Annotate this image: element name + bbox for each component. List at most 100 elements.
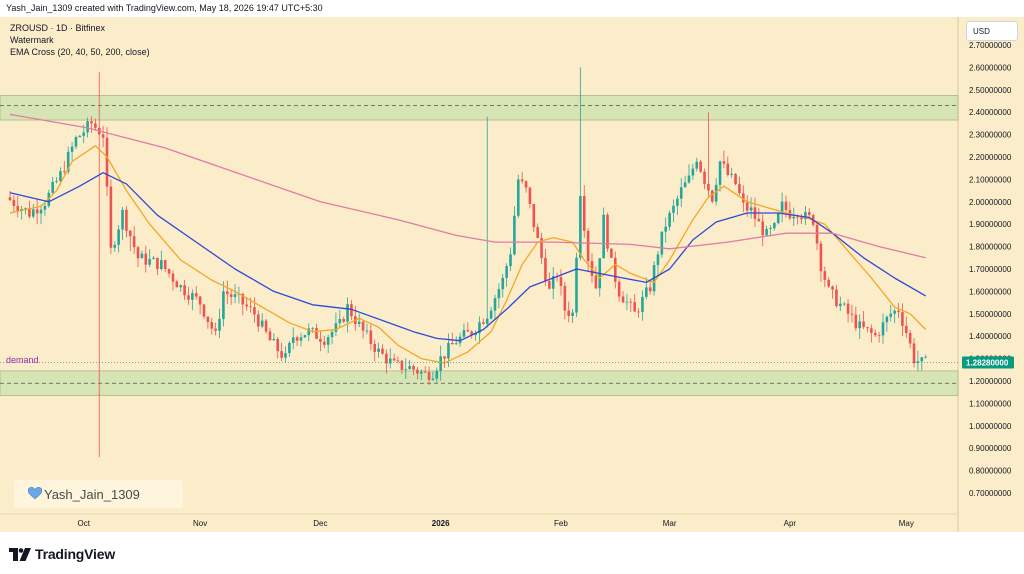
chart-frame[interactable]: 2.70000000 2.60000000 2.50000000 2.40000000… [0, 17, 1024, 532]
candle-body [132, 236, 136, 248]
ema-cross-indicator-label[interactable]: EMA Cross (20, 40, 50, 200, close) [10, 47, 150, 57]
candle-body [528, 187, 532, 204]
candle-body [350, 304, 353, 317]
candle-body [722, 161, 726, 164]
candle-body [427, 372, 431, 380]
candle [416, 367, 419, 380]
candle [858, 314, 862, 339]
candle-body [260, 320, 264, 327]
price-tick-label: 2.60000000 [969, 63, 1012, 72]
candle-body [206, 316, 210, 323]
candle [559, 269, 563, 296]
candle-body [35, 209, 39, 214]
candle [773, 221, 776, 231]
price-tick-label: 2.50000000 [969, 86, 1012, 95]
candle-body [784, 201, 788, 211]
candle [842, 301, 846, 306]
tradingview-logo-icon [9, 547, 31, 561]
candle [703, 168, 706, 190]
candle [579, 67, 582, 261]
price-tick-label: 2.10000000 [969, 175, 1012, 184]
candle [152, 255, 155, 260]
candle-body [520, 179, 524, 182]
candle [780, 192, 784, 223]
candle [656, 250, 660, 276]
candle [191, 289, 194, 311]
time-tick-label: May [899, 519, 914, 528]
candle [551, 267, 555, 300]
candle [707, 112, 710, 199]
time-tick-label: Apr [784, 519, 797, 528]
ema-200-line [9, 113, 926, 259]
candle-body [703, 171, 706, 184]
candle [920, 356, 924, 371]
currency-button[interactable]: USD [966, 21, 1018, 41]
candle-body [582, 196, 586, 231]
candle [641, 290, 644, 321]
candle [214, 322, 217, 336]
candle [268, 328, 272, 341]
candle [280, 342, 283, 362]
candle [827, 277, 830, 289]
chart-header-caption: Yash_Jain_1309 created with TradingView.… [6, 3, 323, 13]
candle-body [117, 229, 120, 245]
tradingview-logo[interactable]: TradingView [9, 545, 115, 563]
candle-body [140, 253, 144, 259]
candle [548, 272, 551, 290]
candle-body [183, 285, 186, 296]
price-tick-label: 1.00000000 [969, 422, 1012, 431]
candle-body [160, 260, 163, 270]
candle [924, 354, 927, 359]
candle-body [12, 200, 16, 206]
price-tick-label: 0.90000000 [969, 444, 1012, 453]
candle-body [749, 207, 753, 211]
candle-body [175, 281, 179, 288]
candle-body [412, 366, 415, 370]
candle-body [408, 366, 411, 370]
candle-body [416, 369, 419, 374]
candle-body [404, 369, 408, 370]
candle-body [94, 123, 97, 128]
candle [303, 334, 307, 338]
supply-zone [0, 95, 959, 121]
candle [458, 332, 462, 347]
candle-body [55, 181, 58, 182]
symbol-info[interactable]: ZROUSD · 1D · Bitfinex [10, 23, 106, 33]
candle [109, 179, 113, 254]
candle-body [691, 168, 695, 176]
candle-body [423, 371, 427, 373]
candle-body [24, 208, 27, 210]
candle [156, 257, 159, 276]
candle [501, 273, 505, 298]
candle [582, 185, 586, 238]
candle [171, 270, 175, 291]
candle [101, 125, 105, 148]
candle [691, 163, 695, 180]
candle-body [707, 183, 710, 191]
zones-layer [0, 17, 959, 532]
candle [594, 266, 598, 290]
candle [478, 316, 481, 344]
candle-body [625, 301, 629, 303]
candle [28, 200, 31, 219]
candle-body [400, 360, 404, 370]
candle [222, 281, 225, 327]
candle [513, 206, 516, 256]
candle-body [59, 171, 62, 182]
candle-body [276, 338, 280, 352]
watermark-indicator-label[interactable]: Watermark [10, 35, 54, 45]
candle [485, 116, 489, 328]
candle [839, 296, 842, 311]
candle-body [668, 212, 671, 227]
candle [672, 199, 675, 222]
candle [633, 294, 636, 312]
candle-body [710, 190, 714, 202]
candle-body [679, 187, 683, 199]
candle-body [315, 328, 318, 339]
price-chart-svg[interactable]: 2.70000000 2.60000000 2.50000000 2.40000000… [0, 17, 1024, 532]
candle-body [443, 356, 446, 359]
chart-legend: ZROUSD · 1D · Bitfinex Watermark EMA Cro… [10, 22, 150, 58]
candle-body [86, 121, 89, 133]
candle [687, 164, 691, 184]
candle-body [295, 337, 299, 341]
